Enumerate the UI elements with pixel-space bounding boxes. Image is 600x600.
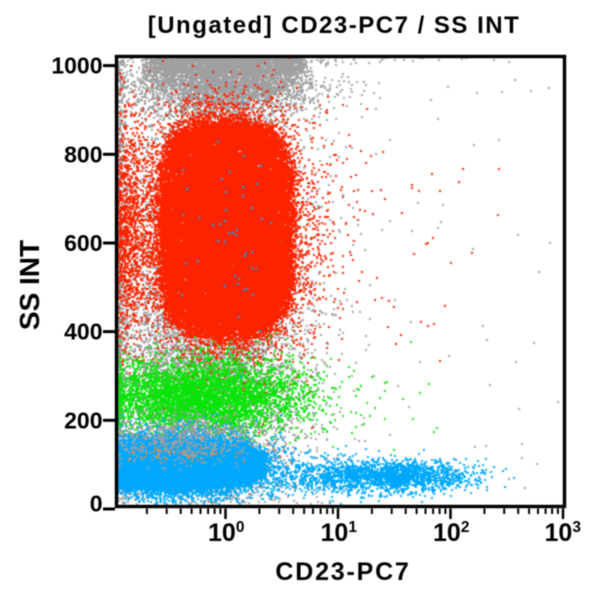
svg-text:SS INT: SS INT [14,240,45,330]
svg-text:103: 103 [545,519,582,547]
svg-text:CD23-PC7: CD23-PC7 [275,558,410,586]
svg-text:400: 400 [64,319,102,345]
svg-text:102: 102 [433,519,469,547]
svg-text:1000: 1000 [51,53,102,79]
svg-text:800: 800 [64,141,102,167]
svg-text:200: 200 [64,407,102,433]
svg-text:100: 100 [208,519,244,547]
svg-text:101: 101 [321,519,358,547]
svg-text:[Ungated] CD23-PC7 / SS INT: [Ungated] CD23-PC7 / SS INT [148,12,521,39]
svg-text:0: 0 [90,491,103,517]
svg-text:600: 600 [64,230,102,256]
